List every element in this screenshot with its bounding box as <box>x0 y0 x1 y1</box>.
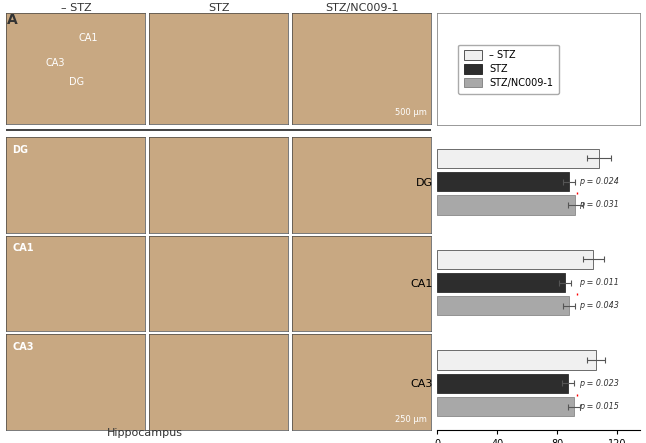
Text: p = 0.031: p = 0.031 <box>579 201 619 210</box>
Bar <box>437 249 593 269</box>
Text: Hippocampus: Hippocampus <box>107 428 183 439</box>
Bar <box>437 149 599 168</box>
Text: DG: DG <box>12 145 28 155</box>
Text: A: A <box>6 13 17 27</box>
Text: CA3: CA3 <box>12 342 34 352</box>
Bar <box>437 296 569 315</box>
Text: 250 µm: 250 µm <box>395 415 427 424</box>
Bar <box>437 374 568 393</box>
Bar <box>437 195 575 214</box>
Bar <box>437 397 574 416</box>
Title: – STZ: – STZ <box>61 3 91 12</box>
Text: DG: DG <box>69 77 84 87</box>
Bar <box>437 172 569 191</box>
Text: p = 0.023: p = 0.023 <box>579 379 619 388</box>
Title: STZ: STZ <box>208 3 229 12</box>
Text: CA3: CA3 <box>45 58 65 68</box>
Text: p = 0.043: p = 0.043 <box>579 301 619 311</box>
Bar <box>437 273 565 292</box>
Text: CA1: CA1 <box>79 33 98 43</box>
Bar <box>437 350 596 369</box>
Text: p = 0.011: p = 0.011 <box>579 278 619 287</box>
Legend: – STZ, STZ, STZ/NC009-1: – STZ, STZ, STZ/NC009-1 <box>459 44 559 94</box>
Text: p = 0.015: p = 0.015 <box>579 402 619 411</box>
Text: 500 µm: 500 µm <box>395 108 427 117</box>
Text: p = 0.024: p = 0.024 <box>579 177 619 186</box>
Title: STZ/NC009-1: STZ/NC009-1 <box>325 3 399 12</box>
Text: CA1: CA1 <box>12 243 34 253</box>
